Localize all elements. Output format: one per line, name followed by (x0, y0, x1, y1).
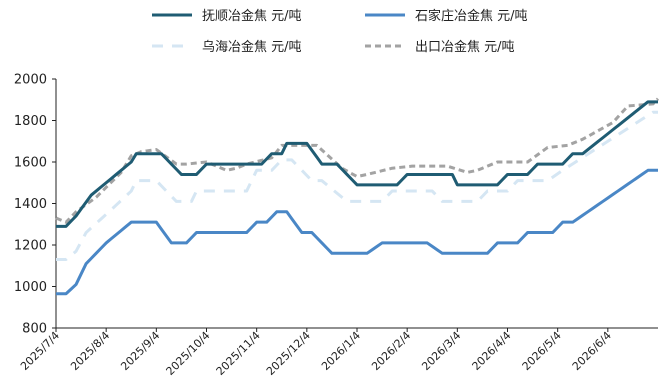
x-tick-label: 2025/10/4 (164, 329, 213, 378)
series-line-1 (56, 168, 658, 296)
y-tick-label: 800 (22, 322, 47, 337)
plot-lines (55, 97, 660, 296)
series-line-3 (55, 97, 660, 224)
series-line-0 (56, 100, 658, 228)
y-tick-label: 1200 (14, 239, 47, 254)
x-tick-label: 2025/12/4 (264, 329, 313, 378)
y-tick-label: 1600 (14, 156, 47, 171)
series-line-2 (56, 110, 658, 262)
legend-label-0: 抚顺冶金焦 元/吨 (202, 8, 302, 24)
y-axis: 800 1000 1200 1400 1600 1800 2000 (14, 73, 57, 337)
legend-label-2: 乌海冶金焦 元/吨 (202, 39, 302, 55)
y-tick-label: 1000 (14, 280, 47, 295)
x-tick-label: 2025/9/4 (118, 329, 162, 373)
x-tick-label: 2025/11/4 (214, 329, 263, 378)
y-tick-label: 1800 (14, 114, 47, 129)
y-tick-label: 2000 (14, 73, 47, 88)
x-axis: 2025/7/4 2025/8/4 2025/9/4 2025/10/4 2025/11… (18, 327, 658, 378)
x-tick-label: 2026/2/4 (369, 329, 413, 373)
x-tick-label: 2026/5/4 (520, 329, 564, 373)
x-tick-label: 2026/3/4 (419, 329, 463, 373)
x-tick-label: 2026/4/4 (469, 329, 513, 373)
legend-label-1: 石家庄冶金焦 元/吨 (415, 8, 528, 24)
x-tick-label: 2026/1/4 (319, 329, 363, 373)
legend-label-3: 出口冶金焦 元/吨 (415, 39, 515, 55)
x-tick-label: 2025/8/4 (68, 329, 112, 373)
y-tick-label: 1400 (14, 197, 47, 212)
x-tick-label: 2026/6/4 (570, 329, 614, 373)
